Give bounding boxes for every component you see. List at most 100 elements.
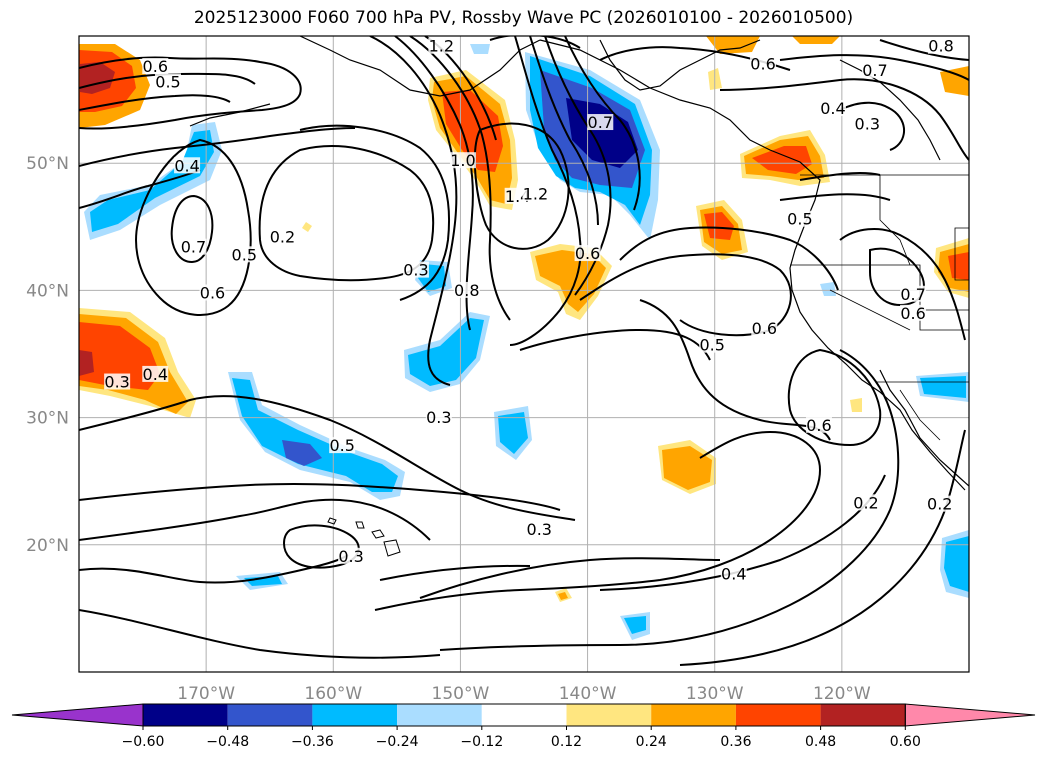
contour-label: 0.3 [104,373,129,392]
contour-label: 0.7 [900,285,925,304]
lon-tick-labels: 170°W 160°W 150°W 140°W 130°W 120°W [177,684,871,704]
coastlines [189,36,969,491]
colorbar-segment [312,704,398,726]
contour-label-bg [900,285,927,302]
contour-label: 0.4 [721,565,746,584]
colorbar-tick-label: −0.24 [376,734,419,750]
contour-label-bg [805,416,832,433]
contour-label-bg [402,261,429,278]
colorbar-segment [397,704,482,726]
lon-tick-label: 140°W [559,684,617,704]
contour-label-bg [900,304,927,321]
contour-label-bg [269,228,296,245]
colorbar-segment [735,704,821,726]
colorbar-extend-high [904,703,1036,727]
contour-label-bg [142,365,169,382]
lon-tick-label: 160°W [304,684,362,704]
contour-label-bg [750,55,777,72]
page-title: 2025123000 F060 700 hPa PV, Rossby Wave … [193,8,854,28]
contour-label-bg [174,157,201,174]
contour-label: 0.2 [853,493,878,512]
contour-label: 0.4 [174,156,199,175]
contour-label: 0.7 [862,61,887,80]
colorbar-tick-label: 0.36 [720,734,751,750]
contour-label-bg [104,373,131,390]
contour-label: 0.4 [820,99,845,118]
contour-label-bg [928,37,955,54]
lon-tick-label: 170°W [177,684,235,704]
lat-tick-label: 50°N [26,154,69,174]
contour-label: 0.6 [806,416,831,435]
colorbar-tick-label: 0.24 [636,734,667,750]
contour-label: 0.3 [527,520,552,539]
contour-label-bg [329,437,356,454]
contour-label: 0.3 [338,547,363,566]
contour-label-bg [926,495,953,512]
contour-label: 1.2 [429,37,454,56]
contour-label-bg [428,37,455,54]
colorbar-segment [143,704,228,726]
lon-tick-label: 120°W [813,684,871,704]
contour-label-bg [522,185,549,202]
contour-label: 0.7 [588,113,613,132]
contour-label-bg [453,281,480,298]
contour-label-bg [786,210,813,227]
colorbar-tick-label: −0.12 [460,734,503,750]
contour-label-bg [720,565,747,582]
colorbar-segment [820,704,906,726]
colorbar-tick-label: 0.48 [805,734,836,750]
contour-label: 0.6 [750,55,775,74]
contour-label: 0.6 [575,244,600,263]
hawaiian-islands [327,517,401,557]
lat-tick-label: 30°N [26,409,69,429]
contour-label-bg [526,521,553,538]
contour-label: 0.3 [426,408,451,427]
contour-label-bg [231,246,258,263]
contour-label-bg [861,61,888,78]
contour-label: 0.8 [928,37,953,56]
contour-label: 0.6 [143,57,168,76]
colorbar-tick-label: 0.60 [890,734,921,750]
contour-label: 0.2 [270,228,295,247]
contour-label: 0.6 [200,283,225,302]
contour-label-bg [699,336,726,353]
contour-labels: 0.60.50.40.70.60.50.20.3 0.40.50.30.30.30… [104,37,955,584]
contour-label: 0.5 [155,72,180,91]
contour-label-bg [180,238,207,255]
contour-label-bg [574,245,601,262]
colorbar-tick-label: −0.36 [291,734,334,750]
lat-tick-label: 20°N [26,536,69,556]
contour-label: 0.5 [699,336,724,355]
contour-label: 0.7 [181,238,206,257]
contour-label: 0.5 [329,436,354,455]
contour-label: 0.5 [232,245,257,264]
colorbar-tick-label: −0.48 [206,734,249,750]
contour-label-bg [425,409,452,426]
lat-tick-label: 40°N [26,281,69,301]
contour-label-bg [854,115,881,132]
contour-label: 1.2 [523,184,548,203]
map-panel: 0.60.50.40.70.60.50.20.3 0.40.50.30.30.30… [79,36,969,672]
contour-label: 0.2 [927,495,952,514]
contour-label-bg [449,152,476,169]
contour-label-bg [199,284,226,301]
colorbar: −0.60 −0.48 −0.36 −0.24 −0.12 0.12 0.24 0.36 0.4… [11,703,1036,750]
colorbar-segment [481,704,567,726]
contour-label: 1.0 [450,151,475,170]
contour-label: 0.4 [143,365,168,384]
lon-tick-label: 150°W [432,684,490,704]
colorbar-tick-label: −0.60 [122,734,165,750]
contour-label-bg [142,58,169,75]
colorbar-outline [142,703,906,727]
contour-label: 0.5 [787,210,812,229]
colorbar-segment [566,704,652,726]
map-frame [78,35,970,673]
lon-tick-label: 130°W [686,684,744,704]
contour-label: 0.6 [752,319,777,338]
contour-label-bg [587,114,614,131]
colorbar-segment [651,704,736,726]
contour-label-bg [751,320,778,337]
contour-label-bg [338,547,365,564]
lat-tick-labels: 50°N 40°N 30°N 20°N [26,154,69,556]
